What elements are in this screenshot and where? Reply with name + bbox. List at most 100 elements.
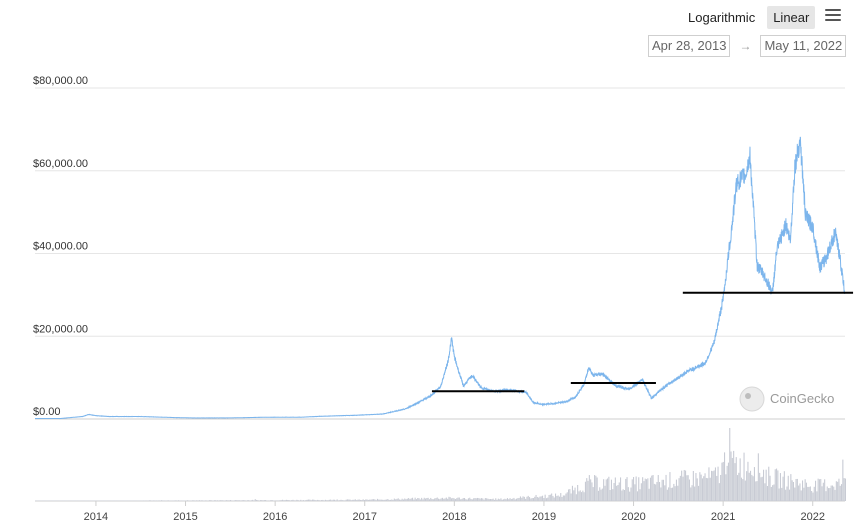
volume-bar: [361, 500, 363, 501]
volume-bar: [440, 498, 442, 501]
volume-bar: [519, 496, 521, 501]
volume-bar: [761, 476, 763, 501]
volume-bar: [140, 500, 142, 501]
volume-bar: [418, 498, 420, 501]
volume-bar: [782, 476, 784, 501]
volume-bar: [562, 495, 564, 501]
volume-bar: [335, 500, 337, 501]
volume-bar: [271, 500, 273, 501]
volume-bar: [94, 500, 96, 501]
volume-bar: [374, 499, 376, 501]
volume-bar: [263, 500, 265, 501]
volume-bar: [518, 497, 520, 501]
volume-bar: [765, 469, 767, 501]
volume-bar: [367, 499, 369, 501]
volume-bar: [660, 487, 662, 501]
volume-bar: [744, 480, 746, 501]
volume-bar: [226, 500, 228, 501]
volume-bar: [770, 486, 772, 501]
linear-scale-button[interactable]: Linear: [767, 6, 816, 29]
volume-bar: [536, 496, 538, 501]
volume-bar: [75, 500, 77, 501]
volume-bar: [237, 500, 239, 501]
logarithmic-scale-button[interactable]: Logarithmic: [688, 10, 756, 25]
volume-bar: [692, 470, 694, 501]
volume-bar: [405, 499, 407, 501]
y-tick-label: $0.00: [33, 406, 61, 418]
volume-bar: [158, 500, 160, 501]
volume-bar: [310, 500, 312, 501]
volume-bar: [356, 500, 358, 501]
volume-bar: [610, 479, 612, 501]
volume-bar: [266, 500, 268, 501]
annotation-lines: [431, 291, 854, 393]
volume-bar: [581, 492, 583, 501]
volume-bar: [96, 500, 98, 501]
range-to-input[interactable]: May 11, 2022: [760, 35, 847, 57]
volume-bar: [280, 500, 282, 501]
volume-bar: [726, 465, 728, 501]
volume-bar: [725, 474, 727, 501]
volume-bar: [652, 474, 654, 501]
volume-bar: [569, 489, 571, 501]
volume-bar: [142, 500, 144, 501]
volume-bar: [558, 496, 560, 501]
volume-bar: [479, 498, 481, 501]
x-tick-label: 2021: [711, 511, 735, 523]
volume-bar: [713, 470, 715, 501]
hamburger-menu-icon[interactable]: [825, 9, 841, 22]
volume-bar: [828, 488, 830, 501]
volume-bar: [722, 461, 724, 501]
volume-bar: [552, 495, 554, 501]
range-from-input[interactable]: Apr 28, 2013: [648, 35, 731, 57]
volume-bar: [135, 500, 137, 501]
volume-bar: [795, 478, 797, 501]
volume-bar: [279, 500, 281, 501]
volume-bar: [695, 473, 697, 501]
volume-bar: [679, 475, 681, 501]
volume-bar: [543, 498, 545, 501]
volume-bar: [449, 497, 451, 501]
volume-bar: [478, 498, 480, 501]
volume-bar: [423, 497, 425, 501]
volume-bar: [252, 499, 254, 501]
volume-bar: [137, 500, 139, 501]
volume-bar: [445, 497, 447, 501]
volume-bar: [314, 500, 316, 501]
volume-bar: [781, 487, 783, 501]
volume-bar: [540, 496, 542, 501]
volume-bar: [620, 477, 622, 501]
volume-bar: [721, 462, 723, 501]
volume-bar: [785, 489, 787, 501]
volume-bar: [45, 500, 47, 501]
volume-bar: [428, 499, 430, 501]
volume-bar: [672, 487, 674, 501]
volume-bar: [716, 475, 718, 501]
volume-bar: [44, 500, 46, 501]
volume-bar: [209, 500, 211, 501]
volume-bar: [278, 500, 280, 501]
volume-bar: [354, 499, 356, 501]
volume-bar: [804, 479, 806, 501]
volume-bar: [218, 500, 220, 501]
volume-bar: [648, 488, 650, 501]
volume-bar: [326, 500, 328, 501]
volume-bar: [180, 500, 182, 501]
volume-bar: [436, 497, 438, 501]
volume-bar: [68, 500, 70, 501]
volume-bar: [532, 498, 534, 501]
volume-bar: [319, 500, 321, 501]
volume-bar: [270, 500, 272, 501]
volume-bar: [469, 497, 471, 501]
volume-bar: [250, 500, 252, 501]
volume-bar: [379, 499, 381, 501]
volume-bar: [448, 496, 450, 501]
volume-bar: [497, 498, 499, 501]
volume-bar: [337, 500, 339, 501]
volume-bar: [386, 499, 388, 501]
volume-bar: [743, 452, 745, 501]
volume-bar: [709, 477, 711, 501]
volume-bar: [757, 453, 759, 501]
volume-bar: [480, 498, 482, 501]
volume-bar: [105, 500, 107, 501]
